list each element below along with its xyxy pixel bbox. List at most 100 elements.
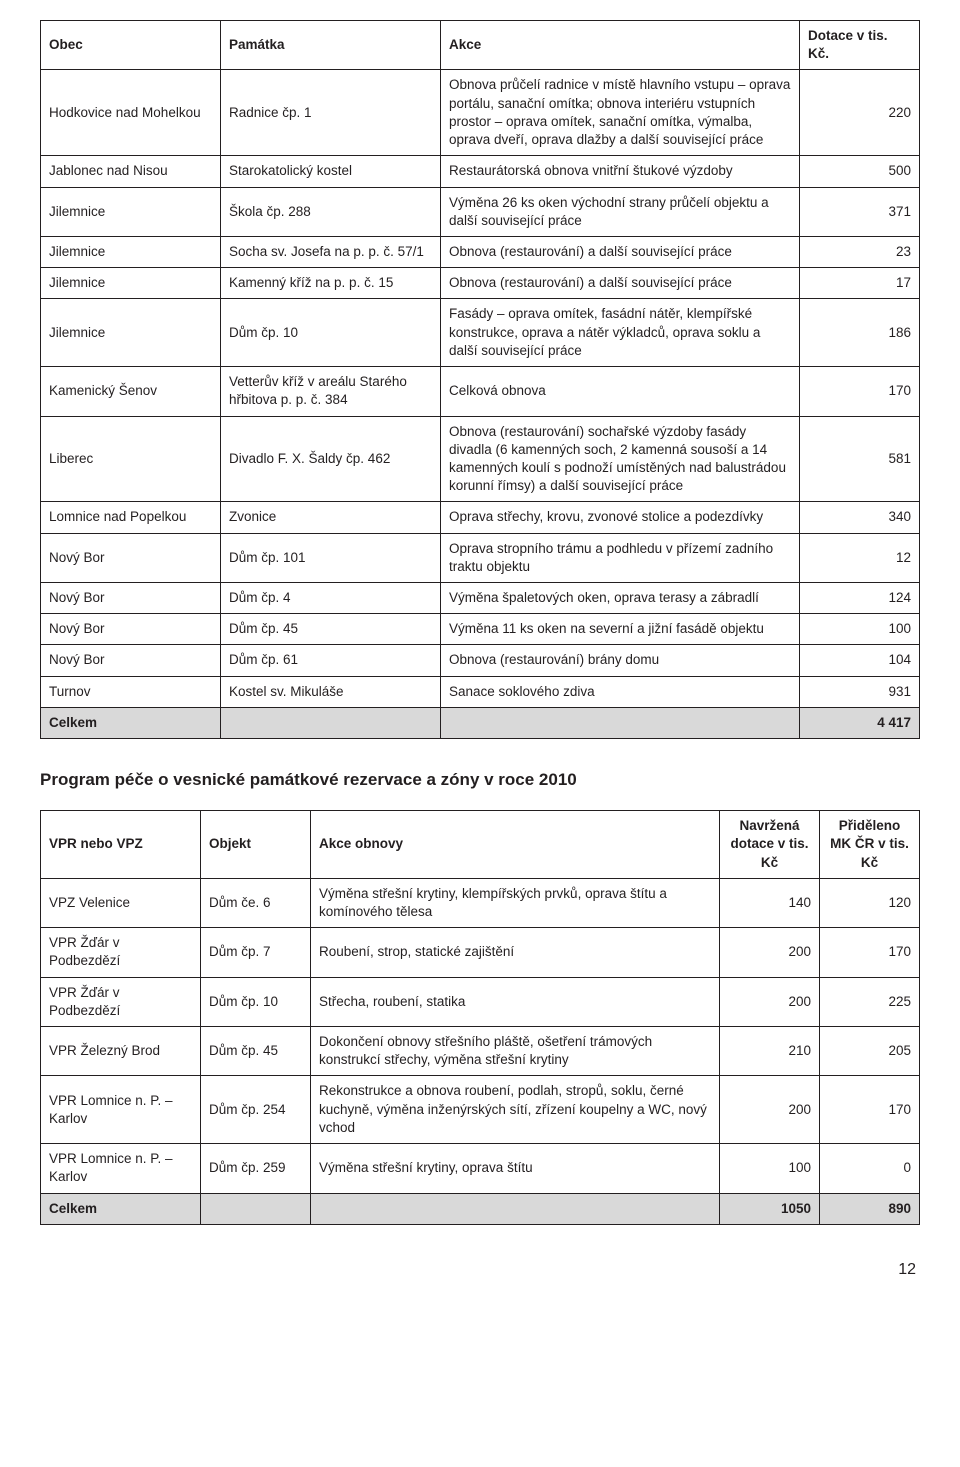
cell-obec: Hodkovice nad Mohelkou xyxy=(41,70,221,156)
cell-vpr: VPZ Velenice xyxy=(41,878,201,927)
cell-pamatka: Škola čp. 288 xyxy=(221,187,441,236)
table-row: VPZ VeleniceDům če. 6Výměna střešní kryt… xyxy=(41,878,920,927)
sum-empty xyxy=(221,707,441,738)
cell-akce: Oprava střechy, krovu, zvonové stolice a… xyxy=(441,502,800,533)
cell-obec: Jilemnice xyxy=(41,299,221,367)
cell-dotace: 340 xyxy=(800,502,920,533)
cell-akce: Sanace soklového zdiva xyxy=(441,676,800,707)
cell-dotace: 931 xyxy=(800,676,920,707)
cell-pamatka: Starokatolický kostel xyxy=(221,156,441,187)
col-navrzena: Navržená dotace v tis. Kč xyxy=(720,811,820,879)
cell-obec: Jilemnice xyxy=(41,236,221,267)
sum-label: Celkem xyxy=(41,1193,201,1224)
cell-navr: 200 xyxy=(720,1076,820,1144)
cell-dotace: 371 xyxy=(800,187,920,236)
cell-dotace: 500 xyxy=(800,156,920,187)
cell-dotace: 23 xyxy=(800,236,920,267)
sum-empty xyxy=(441,707,800,738)
page-number: 12 xyxy=(40,1259,920,1281)
table-header-row: VPR nebo VPZ Objekt Akce obnovy Navržená… xyxy=(41,811,920,879)
table-sum-row: Celkem 4 417 xyxy=(41,707,920,738)
table-row: JilemniceKamenný kříž na p. p. č. 15Obno… xyxy=(41,268,920,299)
section-title: Program péče o vesnické památkové rezerv… xyxy=(40,769,920,792)
cell-obj: Dům čp. 254 xyxy=(201,1076,311,1144)
table-row: VPR Lomnice n. P. – KarlovDům čp. 254Rek… xyxy=(41,1076,920,1144)
table-dotace: Obec Památka Akce Dotace v tis. Kč. Hodk… xyxy=(40,20,920,739)
cell-pamatka: Radnice čp. 1 xyxy=(221,70,441,156)
cell-obec: Nový Bor xyxy=(41,533,221,582)
cell-akce: Dokončení obnovy střešního pláště, ošetř… xyxy=(311,1027,720,1076)
cell-navr: 210 xyxy=(720,1027,820,1076)
sum-navr: 1050 xyxy=(720,1193,820,1224)
table-row: VPR Žďár v PodbezdězíDům čp. 10Střecha, … xyxy=(41,977,920,1026)
cell-akce: Obnova průčelí radnice v místě hlavního … xyxy=(441,70,800,156)
table-row: VPR Železný BrodDům čp. 45Dokončení obno… xyxy=(41,1027,920,1076)
cell-prid: 205 xyxy=(820,1027,920,1076)
cell-vpr: VPR Železný Brod xyxy=(41,1027,201,1076)
cell-pamatka: Socha sv. Josefa na p. p. č. 57/1 xyxy=(221,236,441,267)
cell-obj: Dům čp. 259 xyxy=(201,1144,311,1193)
cell-obj: Dům čp. 10 xyxy=(201,977,311,1026)
cell-obj: Dům če. 6 xyxy=(201,878,311,927)
cell-pamatka: Kostel sv. Mikuláše xyxy=(221,676,441,707)
cell-akce: Obnova (restaurování) a další souvisejíc… xyxy=(441,268,800,299)
cell-pamatka: Dům čp. 61 xyxy=(221,645,441,676)
col-prideleno: Přiděleno MK ČR v tis. Kč xyxy=(820,811,920,879)
cell-dotace: 100 xyxy=(800,614,920,645)
cell-akce: Roubení, strop, statické zajištění xyxy=(311,928,720,977)
col-dotace: Dotace v tis. Kč. xyxy=(800,21,920,70)
cell-vpr: VPR Lomnice n. P. – Karlov xyxy=(41,1144,201,1193)
cell-dotace: 124 xyxy=(800,583,920,614)
table-row: Nový BorDům čp. 61Obnova (restaurování) … xyxy=(41,645,920,676)
cell-obec: Nový Bor xyxy=(41,645,221,676)
table-row: Jablonec nad NisouStarokatolický kostelR… xyxy=(41,156,920,187)
cell-akce: Výměna 26 ks oken východní strany průčel… xyxy=(441,187,800,236)
cell-akce: Obnova (restaurování) a další souvisejíc… xyxy=(441,236,800,267)
col-vpr: VPR nebo VPZ xyxy=(41,811,201,879)
table-row: JilemniceDům čp. 10Fasády – oprava omíte… xyxy=(41,299,920,367)
cell-akce: Celková obnova xyxy=(441,367,800,416)
table-row: JilemniceŠkola čp. 288Výměna 26 ks oken … xyxy=(41,187,920,236)
col-pamatka: Památka xyxy=(221,21,441,70)
cell-prid: 0 xyxy=(820,1144,920,1193)
table-row: TurnovKostel sv. MikulášeSanace soklovéh… xyxy=(41,676,920,707)
cell-dotace: 186 xyxy=(800,299,920,367)
cell-obec: Nový Bor xyxy=(41,583,221,614)
cell-obec: Turnov xyxy=(41,676,221,707)
table-row: Kamenický ŠenovVetterův kříž v areálu St… xyxy=(41,367,920,416)
table-row: Nový BorDům čp. 4Výměna špaletových oken… xyxy=(41,583,920,614)
cell-akce: Výměna střešní krytiny, klempířských prv… xyxy=(311,878,720,927)
sum-empty xyxy=(311,1193,720,1224)
cell-pamatka: Dům čp. 101 xyxy=(221,533,441,582)
table-row: VPR Žďár v PodbezdězíDům čp. 7Roubení, s… xyxy=(41,928,920,977)
cell-akce: Střecha, roubení, statika xyxy=(311,977,720,1026)
cell-vpr: VPR Žďár v Podbezdězí xyxy=(41,977,201,1026)
cell-pamatka: Dům čp. 4 xyxy=(221,583,441,614)
col-obec: Obec xyxy=(41,21,221,70)
cell-obec: Kamenický Šenov xyxy=(41,367,221,416)
table-header-row: Obec Památka Akce Dotace v tis. Kč. xyxy=(41,21,920,70)
table-row: Hodkovice nad MohelkouRadnice čp. 1Obnov… xyxy=(41,70,920,156)
col-akce: Akce xyxy=(441,21,800,70)
table-sum-row: Celkem 1050 890 xyxy=(41,1193,920,1224)
sum-label: Celkem xyxy=(41,707,221,738)
cell-obec: Jablonec nad Nisou xyxy=(41,156,221,187)
cell-akce: Výměna špaletových oken, oprava terasy a… xyxy=(441,583,800,614)
cell-akce: Restaurátorská obnova vnitřní štukové vý… xyxy=(441,156,800,187)
sum-empty xyxy=(201,1193,311,1224)
cell-dotace: 104 xyxy=(800,645,920,676)
table-row: JilemniceSocha sv. Josefa na p. p. č. 57… xyxy=(41,236,920,267)
cell-pamatka: Divadlo F. X. Šaldy čp. 462 xyxy=(221,416,441,502)
cell-akce: Oprava stropního trámu a podhledu v příz… xyxy=(441,533,800,582)
cell-akce: Výměna 11 ks oken na severní a jižní fas… xyxy=(441,614,800,645)
cell-dotace: 17 xyxy=(800,268,920,299)
cell-pamatka: Kamenný kříž na p. p. č. 15 xyxy=(221,268,441,299)
cell-prid: 170 xyxy=(820,1076,920,1144)
cell-obec: Lomnice nad Popelkou xyxy=(41,502,221,533)
cell-vpr: VPR Žďár v Podbezdězí xyxy=(41,928,201,977)
cell-pamatka: Zvonice xyxy=(221,502,441,533)
cell-obec: Nový Bor xyxy=(41,614,221,645)
cell-dotace: 220 xyxy=(800,70,920,156)
cell-navr: 100 xyxy=(720,1144,820,1193)
cell-akce: Obnova (restaurování) brány domu xyxy=(441,645,800,676)
